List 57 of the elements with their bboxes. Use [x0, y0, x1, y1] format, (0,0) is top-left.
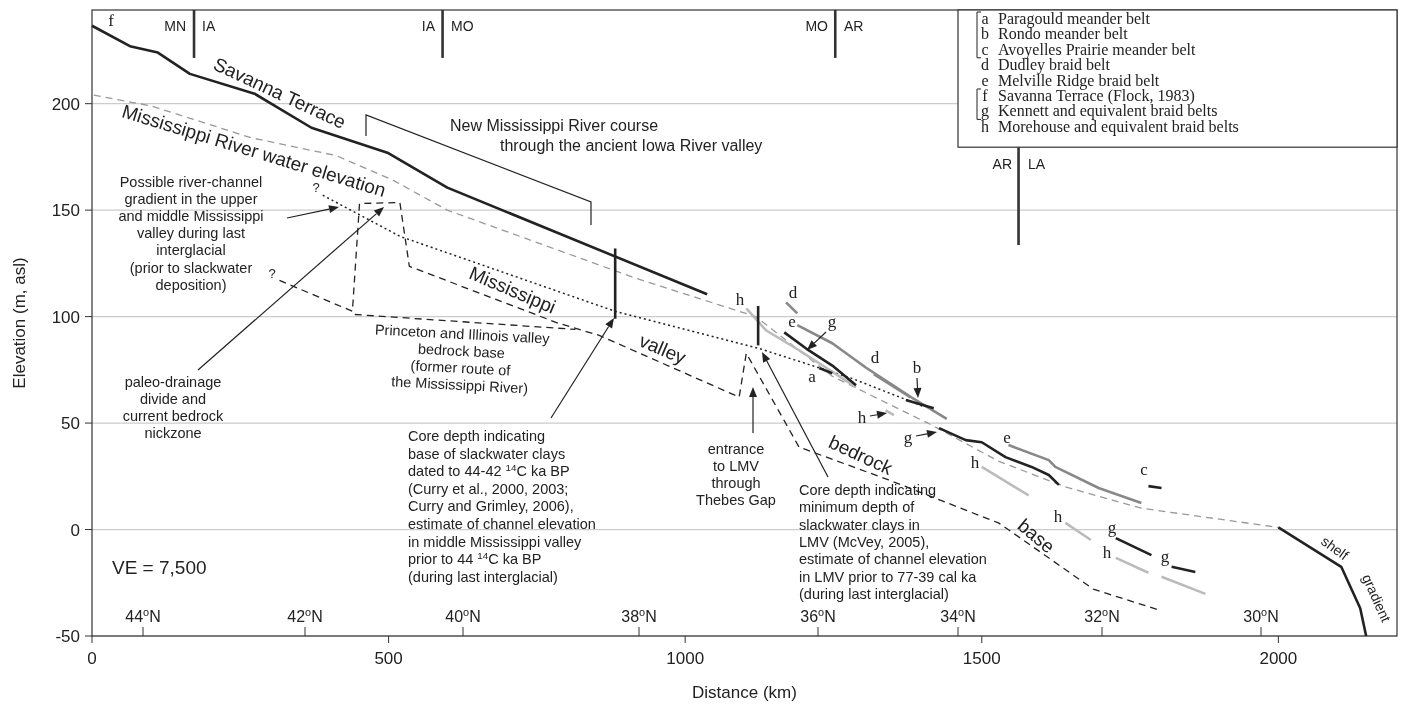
- annotation: 30$^{o}$N: [1243, 606, 1279, 625]
- annotation: 42$^{o}$N: [287, 606, 323, 625]
- x-tick-label: 500: [374, 649, 403, 668]
- annotation: New Mississippi River course through the ancient Iowa River valley: [450, 117, 763, 154]
- annotation: g: [903, 428, 913, 447]
- y-axis-title: Elevation (m, asl): [10, 257, 29, 389]
- annotation: 44$^{o}$N: [125, 606, 161, 625]
- annotation: MO: [451, 18, 474, 34]
- annotation: e: [788, 312, 796, 331]
- annotation: h: [857, 408, 867, 427]
- annotation: g: [827, 312, 837, 331]
- annotation: LA: [1028, 156, 1046, 172]
- annotation: AR: [844, 18, 864, 34]
- x-tick-label: 2000: [1259, 649, 1298, 668]
- annotation: h: [970, 453, 980, 472]
- annotation: 32$^{o}$N: [1084, 606, 1120, 625]
- annotation: h: [1102, 543, 1112, 562]
- annotation: h: [1053, 507, 1063, 526]
- annotation: VE = 7,500: [112, 557, 207, 578]
- annotation: IA: [202, 18, 216, 34]
- annotation: e: [1003, 428, 1011, 447]
- annotation: MO: [805, 18, 829, 34]
- annotation: b: [912, 358, 922, 377]
- y-tick-label: 150: [51, 201, 80, 221]
- annotation: c: [1140, 460, 1149, 479]
- annotation: IA: [421, 18, 436, 34]
- annotation: d: [788, 283, 798, 302]
- annotation: AR: [992, 156, 1012, 172]
- annotation: paleo-drainage divide and current bedrock nickzone: [122, 374, 225, 441]
- annotation: 34$^{o}$N: [940, 606, 976, 625]
- annotation: c Avoyelles Prairie meander belt: [981, 40, 1196, 59]
- annotation: g: [1107, 518, 1117, 537]
- annotation: h: [735, 290, 745, 309]
- annotation: Possible river-channel gradient in the upper and middle Mississippi valley during last interglacial (prior to slackwater deposition): [118, 174, 264, 293]
- y-tick-label: 100: [51, 307, 80, 327]
- annotation: ?: [268, 266, 276, 281]
- x-tick-label: 1500: [962, 649, 1001, 668]
- annotation: Core depth indicating minimum depth of slackwater clays in LMV (McVey, 2005), estimate of channel elevation in LMV prior to 77-39 cal ka (during last interglacial): [799, 482, 987, 602]
- y-tick-label: 200: [51, 94, 80, 114]
- x-axis-title: Distance (km): [692, 683, 797, 702]
- y-tick-label: 50: [61, 414, 80, 434]
- annotation: a: [808, 367, 817, 386]
- annotation: MN: [164, 18, 186, 34]
- annotation: 40$^{o}$N: [445, 606, 481, 625]
- y-tick-label: -50: [55, 627, 80, 646]
- annotation: 36$^{o}$N: [800, 606, 836, 625]
- annotation: f: [108, 11, 115, 30]
- annotation: Princeton and Illinois valley bedrock base (former route of the Mississippi River): [374, 321, 551, 397]
- annotation: entrance to LMV through Thebes Gap: [696, 441, 776, 508]
- annotation: g: [1160, 547, 1170, 566]
- annotation: d: [870, 348, 880, 367]
- x-tick-label: 0: [87, 649, 97, 668]
- annotation: a Paragould meander belt: [981, 10, 1151, 28]
- x-tick-label: 1000: [666, 649, 705, 668]
- annotation: 38$^{o}$N: [621, 606, 657, 625]
- text: Core depth indicating base of slackwater clays dated to 44-42 $^{14}$C ka BP (Curry et al., 2000, 2003; Curry and Grimley, 2006), estimate of channel elevation in middle Mississippi valley prior to 44 $^{14}$C ka BP (during last interglacial): [408, 428, 596, 585]
- y-tick-label: 0: [70, 520, 80, 540]
